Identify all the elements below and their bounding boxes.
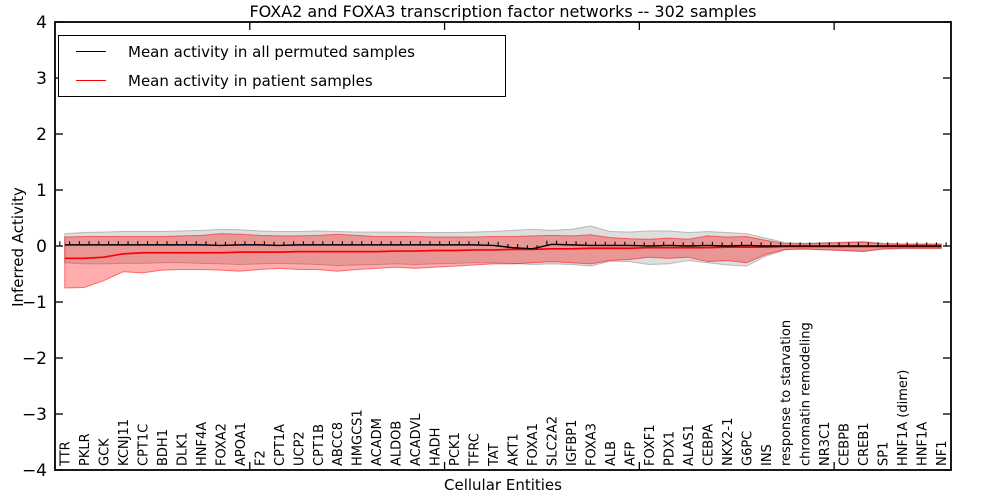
legend-label: Mean activity in all permuted samples <box>128 42 415 61</box>
x-category-label: CREB1 <box>857 422 872 466</box>
x-category-label: CEBPA <box>701 424 716 466</box>
y-tick-label: 4 <box>36 13 47 33</box>
legend: Mean activity in all permuted samples Me… <box>58 35 506 97</box>
x-category-label: INS <box>760 444 775 466</box>
y-tick-label: −3 <box>22 405 47 425</box>
patient-line-swatch <box>76 80 106 81</box>
x-category-label: UCP2 <box>292 431 307 466</box>
y-tick-label: 2 <box>36 125 47 145</box>
x-category-label: GCK <box>97 438 112 466</box>
x-category-label: HNF1A <box>916 422 931 466</box>
x-category-label: AKT1 <box>507 433 522 466</box>
x-category-label: HNF4A <box>195 422 210 466</box>
x-category-label: APOA1 <box>234 422 249 466</box>
x-category-label: ABCC8 <box>331 422 346 466</box>
x-category-label: PKLR <box>78 433 93 466</box>
chart-title: FOXA2 and FOXA3 transcription factor net… <box>249 2 757 21</box>
x-category-label: F2 <box>253 450 268 466</box>
x-category-label: HNF1A (dimer) <box>896 370 911 466</box>
x-category-label: CPT1A <box>273 424 288 466</box>
legend-item-patient: Mean activity in patient samples <box>59 66 505 95</box>
legend-label: Mean activity in patient samples <box>128 71 373 90</box>
x-category-label: FOXA3 <box>584 423 599 466</box>
x-category-label: DLK1 <box>175 432 190 466</box>
y-tick-label: 1 <box>36 181 47 201</box>
x-category-label: AFP <box>623 442 638 466</box>
x-category-label: FOXA1 <box>526 423 541 466</box>
x-category-label: SP1 <box>877 442 892 466</box>
x-category-label: CEBPB <box>838 423 853 466</box>
permuted-mean-line <box>64 243 942 250</box>
x-category-label: ACADM <box>370 418 385 466</box>
y-axis-label: Inferred Activity <box>9 187 27 307</box>
x-category-label: PCK1 <box>448 432 463 466</box>
x-category-label: TTR <box>59 441 74 467</box>
y-tick-label: −4 <box>22 461 47 481</box>
legend-item-permuted: Mean activity in all permuted samples <box>59 37 505 66</box>
x-category-label: ALAS1 <box>682 424 697 466</box>
x-category-label: IGFBP1 <box>565 420 580 466</box>
permuted-line-swatch <box>76 51 106 52</box>
x-category-label: HADH <box>429 428 444 466</box>
x-category-label: ALB <box>604 441 619 466</box>
x-category-label: G6PC <box>740 431 755 466</box>
x-category-label: BDH1 <box>156 429 171 466</box>
x-category-label: NKX2-1 <box>721 418 736 466</box>
x-category-label: NR3C1 <box>818 422 833 466</box>
x-category-label: ACADVL <box>409 413 424 466</box>
x-category-label: PDX1 <box>662 431 677 466</box>
x-category-label: ALDOB <box>390 421 405 466</box>
x-category-label: SLC2A2 <box>545 416 560 466</box>
x-category-label: TFRC <box>468 433 483 467</box>
x-category-label: chromatin remodeling <box>799 322 814 466</box>
x-category-label: CPT1C <box>136 424 151 466</box>
x-category-label: FOXA2 <box>214 423 229 466</box>
y-tick-label: −2 <box>22 349 47 369</box>
y-tick-label: −1 <box>22 293 47 313</box>
x-axis-label: Cellular Entities <box>444 476 562 494</box>
x-category-label: NF1 <box>935 441 950 466</box>
y-tick-label: 0 <box>36 237 47 257</box>
y-tick-label: 3 <box>36 69 47 89</box>
x-category-label: KCNJ11 <box>117 419 132 466</box>
x-category-label: TAT <box>487 443 502 467</box>
x-category-label: response to starvation <box>779 320 794 466</box>
x-category-label: HMGCS1 <box>351 409 366 466</box>
x-category-label: FOXF1 <box>643 424 658 466</box>
x-category-label: CPT1B <box>312 424 327 466</box>
